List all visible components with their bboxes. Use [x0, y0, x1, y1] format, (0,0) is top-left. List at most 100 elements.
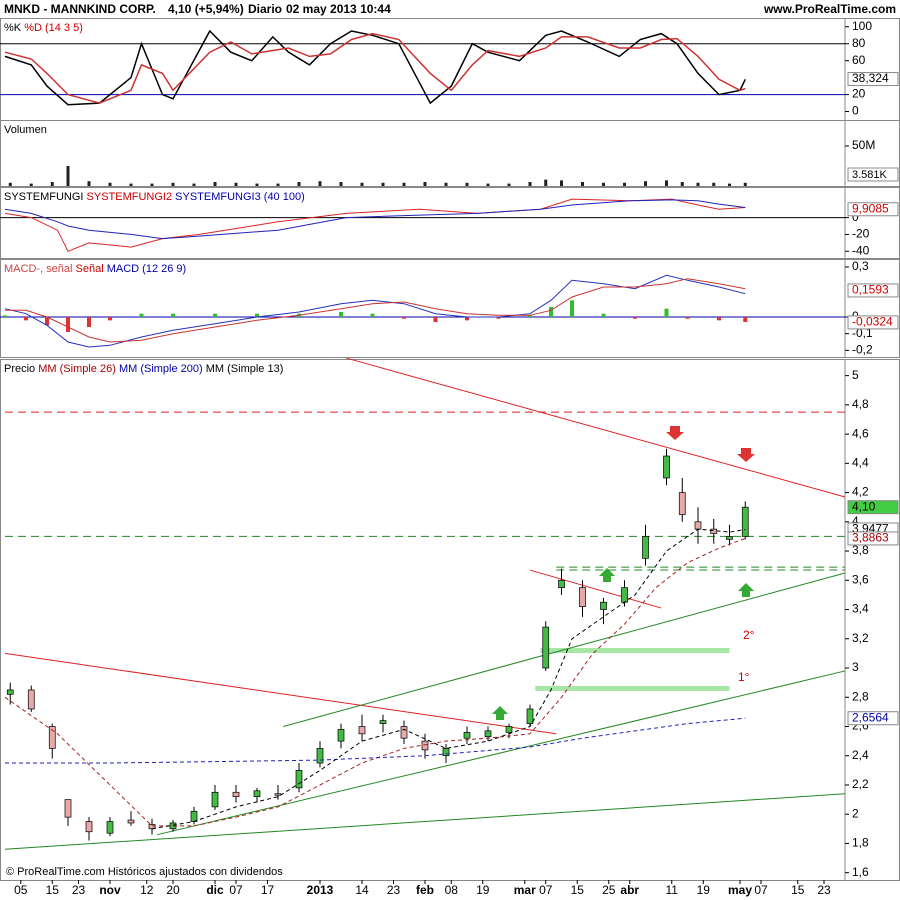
trend-line — [529, 569, 662, 609]
series-line — [4, 29, 746, 106]
candle-body — [379, 720, 387, 724]
y-tick-label: 2,4 — [852, 748, 869, 762]
candle-body — [505, 726, 513, 733]
candle-body — [558, 579, 565, 588]
histogram-bar — [433, 317, 438, 322]
trend-line — [283, 572, 846, 727]
histogram-bar — [549, 307, 553, 317]
trend-line — [4, 793, 846, 850]
volume-bar — [544, 179, 548, 186]
candle-body — [148, 824, 156, 830]
volume-bar — [623, 182, 626, 186]
candle-body — [85, 821, 93, 833]
candle-body — [358, 726, 366, 735]
x-tick-label: 14 — [355, 883, 369, 897]
volume-bar — [129, 183, 133, 186]
candle-body — [190, 810, 198, 822]
value-box — [847, 500, 899, 515]
x-tick-label: 19 — [697, 883, 711, 897]
volume-bar — [444, 182, 448, 186]
y-tick-label: 5 — [852, 368, 859, 382]
x-tick-label: 05 — [14, 883, 28, 897]
histogram-bar — [601, 313, 606, 317]
volume-bar — [528, 182, 532, 186]
candle-body — [295, 770, 303, 789]
histogram-bar — [664, 308, 669, 317]
value-label: 2,6564 — [852, 710, 889, 724]
title-part: %D (14 3 5) — [24, 22, 83, 34]
annotation: 1° — [738, 670, 750, 684]
title-part: SYSTEMFUNGI3 (40 100) — [175, 191, 305, 203]
candle-body — [64, 799, 72, 818]
header-symbol: MNKD - MANNKIND CORP. — [4, 2, 156, 16]
y-tick-label: 20 — [852, 87, 866, 101]
y-tick-label: 80 — [852, 36, 866, 50]
volume-bar — [66, 166, 70, 186]
arrow-up — [738, 583, 754, 597]
histogram-bar — [87, 317, 91, 327]
x-tick-label: 25 — [602, 883, 616, 897]
y-tick-label: 60 — [852, 53, 866, 67]
volume-bar — [665, 180, 668, 186]
volume-bar — [192, 183, 196, 186]
series-line — [5, 717, 746, 764]
title-part: MACD (12 26 9) — [107, 263, 186, 275]
trend-line — [346, 357, 846, 498]
x-tick-label: 15 — [46, 883, 60, 897]
footer: © ProRealTime.com Históricos ajustados c… — [6, 866, 283, 878]
series-line — [4, 537, 746, 827]
annotation: 2° — [743, 628, 755, 642]
candle-body — [484, 730, 492, 738]
value-label: 3,8863 — [852, 531, 889, 545]
candle-body — [316, 748, 324, 764]
histogram-bar — [139, 313, 144, 317]
volume-bar — [339, 182, 343, 186]
volume-bar — [743, 182, 747, 186]
volume-bar — [465, 182, 469, 186]
candle-body — [463, 731, 471, 739]
x-tick-label: 07 — [229, 883, 243, 897]
volume-bar — [560, 180, 563, 186]
volume-bar — [581, 182, 584, 186]
value-label: 38,324 — [852, 71, 889, 85]
volume-bar — [423, 182, 427, 186]
candle-body — [741, 506, 749, 537]
x-tick-label: 08 — [445, 883, 459, 897]
histogram-bar — [66, 317, 70, 332]
histogram-bar — [24, 317, 28, 321]
candle-body — [442, 748, 450, 757]
histogram-bar — [45, 317, 49, 326]
volume-bar — [318, 181, 322, 186]
arrow-up — [599, 568, 615, 582]
candle-body — [579, 587, 586, 607]
volume-bar — [486, 183, 490, 186]
value-label: 0,1593 — [852, 283, 889, 297]
candle-body — [694, 521, 702, 530]
panel-title: MACD-, señal Señal MACD (12 26 9) — [4, 263, 186, 275]
title-part: SYSTEMFUNGI2 — [87, 191, 173, 203]
x-tick-label: dic — [206, 883, 224, 897]
histogram-bar — [255, 313, 259, 317]
candle-body — [600, 601, 607, 610]
header-datetime: 02 may 2013 10:44 — [286, 2, 391, 16]
histogram-bar — [743, 317, 748, 322]
panel-title: Volumen — [4, 124, 47, 136]
value-box — [847, 72, 899, 87]
panel-title: SYSTEMFUNGI SYSTEMFUNGI2 SYSTEMFUNGI3 (4… — [4, 191, 305, 203]
x-tick-label: 15 — [791, 883, 805, 897]
trend-line — [157, 670, 846, 836]
volume-bar — [276, 183, 280, 186]
header-quote: 4,10 (+5,94%) — [168, 2, 244, 16]
histogram-bar — [633, 317, 637, 319]
header-period: Diario — [248, 2, 282, 16]
candle-body — [710, 528, 718, 534]
x-tick-label: abr — [620, 883, 639, 897]
volume-bar — [234, 182, 238, 186]
volume-bar — [150, 183, 154, 186]
value-box — [847, 315, 899, 330]
histogram-bar — [528, 315, 532, 317]
title-part: Precio — [4, 363, 35, 375]
candle-body — [542, 626, 550, 669]
y-tick-label: 2,8 — [852, 689, 869, 703]
